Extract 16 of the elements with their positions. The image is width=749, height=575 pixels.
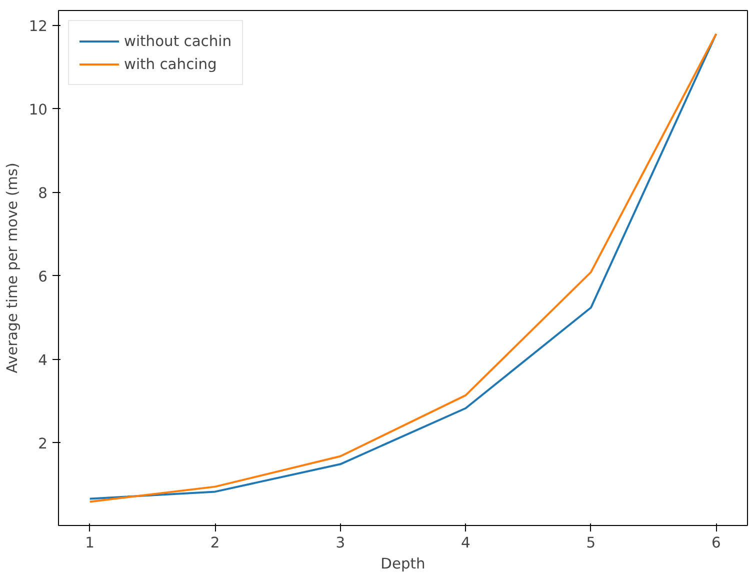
- legend-label: with cahcing: [124, 56, 217, 72]
- x-tick-label: 4: [460, 534, 470, 552]
- x-tick-label: 1: [85, 534, 94, 552]
- y-tick-label: 6: [38, 268, 48, 286]
- legend-label: without cachin: [124, 32, 232, 50]
- x-tick-label: 6: [712, 534, 721, 552]
- y-tick-label: 8: [38, 184, 48, 202]
- y-axis-title: Average time per move (ms): [4, 162, 21, 374]
- y-tick-label: 10: [28, 101, 48, 118]
- x-axis-title: Depth: [380, 556, 426, 572]
- x-tick-label: 3: [336, 534, 346, 552]
- x-tick-label: 2: [210, 534, 220, 552]
- x-tick-label: 5: [586, 534, 596, 552]
- y-tick-label: 12: [28, 18, 48, 36]
- y-tick-label: 2: [38, 435, 48, 452]
- y-tick-label: 4: [38, 352, 48, 369]
